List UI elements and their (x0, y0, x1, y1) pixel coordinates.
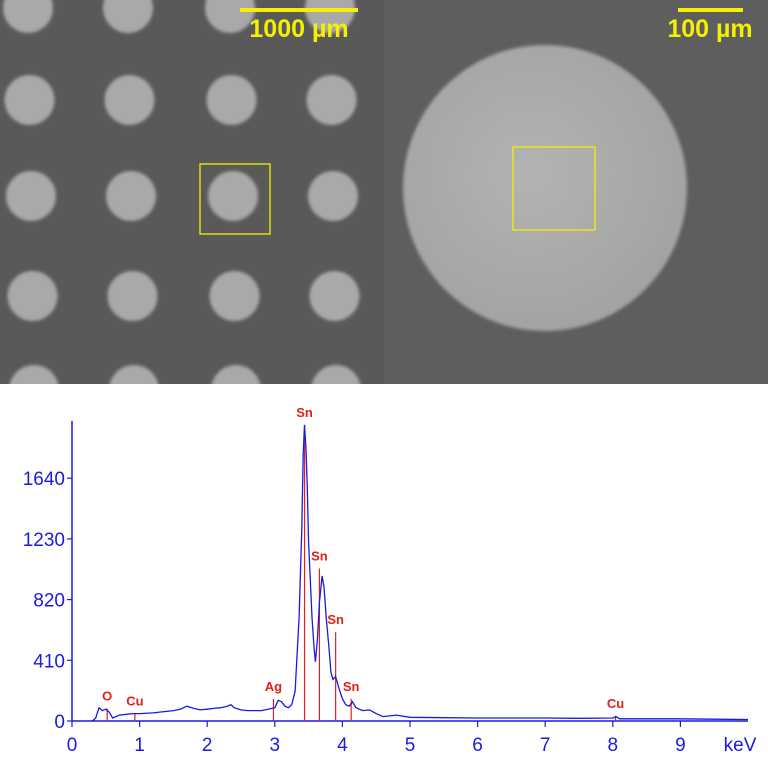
y-tick-label: 1230 (23, 530, 65, 551)
solder-ball (306, 75, 357, 125)
solder-ball (9, 365, 59, 384)
x-tick-label: 9 (675, 735, 686, 756)
element-markers (106, 424, 617, 721)
x-tick-label: 1 (134, 735, 145, 756)
scale-label-right: 100 µm (667, 15, 752, 43)
x-tick-label: 0 (67, 735, 78, 756)
element-label: Sn (327, 612, 344, 627)
solder-ball (208, 171, 258, 221)
solder-ball (7, 271, 58, 321)
x-tick-label: 3 (270, 735, 281, 756)
spectrum-line (91, 424, 749, 722)
element-label: Sn (343, 679, 360, 694)
sem-images: 1000 µm 100 µm (0, 0, 768, 384)
solder-ball (3, 0, 53, 33)
y-tick-label: 0 (54, 712, 65, 733)
axes: 0 410 820 1230 1640 0 1 2 3 4 5 6 7 8 9 keV (23, 420, 757, 756)
selection-box-right (512, 146, 596, 231)
x-tick-label: 8 (608, 735, 619, 756)
element-labels: O Cu Ag Sn Sn Sn Sn Cu (102, 405, 624, 711)
solder-ball (206, 75, 257, 125)
x-axis-label: keV (724, 735, 757, 756)
x-tick-label: 7 (540, 735, 551, 756)
solder-ball (311, 365, 361, 384)
x-tick-label: 5 (405, 735, 416, 756)
solder-ball (6, 171, 56, 221)
y-tick-label: 410 (33, 651, 65, 672)
solder-ball (4, 75, 55, 125)
y-tick-label: 820 (33, 591, 65, 612)
solder-ball (104, 75, 155, 125)
x-tick-label: 4 (337, 735, 348, 756)
solder-ball (107, 271, 158, 321)
solder-ball (308, 171, 358, 221)
x-tick-label: 6 (472, 735, 483, 756)
solder-ball (103, 0, 153, 33)
solder-ball (109, 365, 159, 384)
element-label: Cu (126, 694, 143, 709)
solder-ball (309, 271, 360, 321)
element-label: Cu (607, 696, 624, 711)
element-label: Sn (311, 549, 328, 564)
element-label: O (102, 688, 112, 703)
element-label: Sn (296, 405, 313, 420)
solder-ball (211, 365, 261, 384)
element-label: Ag (265, 679, 282, 694)
x-tick-label: 2 (202, 735, 213, 756)
solder-ball-array (3, 0, 361, 384)
y-tick-label: 1640 (23, 469, 65, 490)
solder-ball (209, 271, 260, 321)
scale-label-left: 1000 µm (249, 15, 348, 43)
selection-box-left (199, 163, 271, 235)
solder-ball (106, 171, 156, 221)
eds-spectrum-chart: 0 410 820 1230 1640 0 1 2 3 4 5 6 7 8 9 keV O Cu Ag Sn Sn Sn… (0, 384, 768, 768)
solder-ball-closeup (403, 45, 687, 331)
